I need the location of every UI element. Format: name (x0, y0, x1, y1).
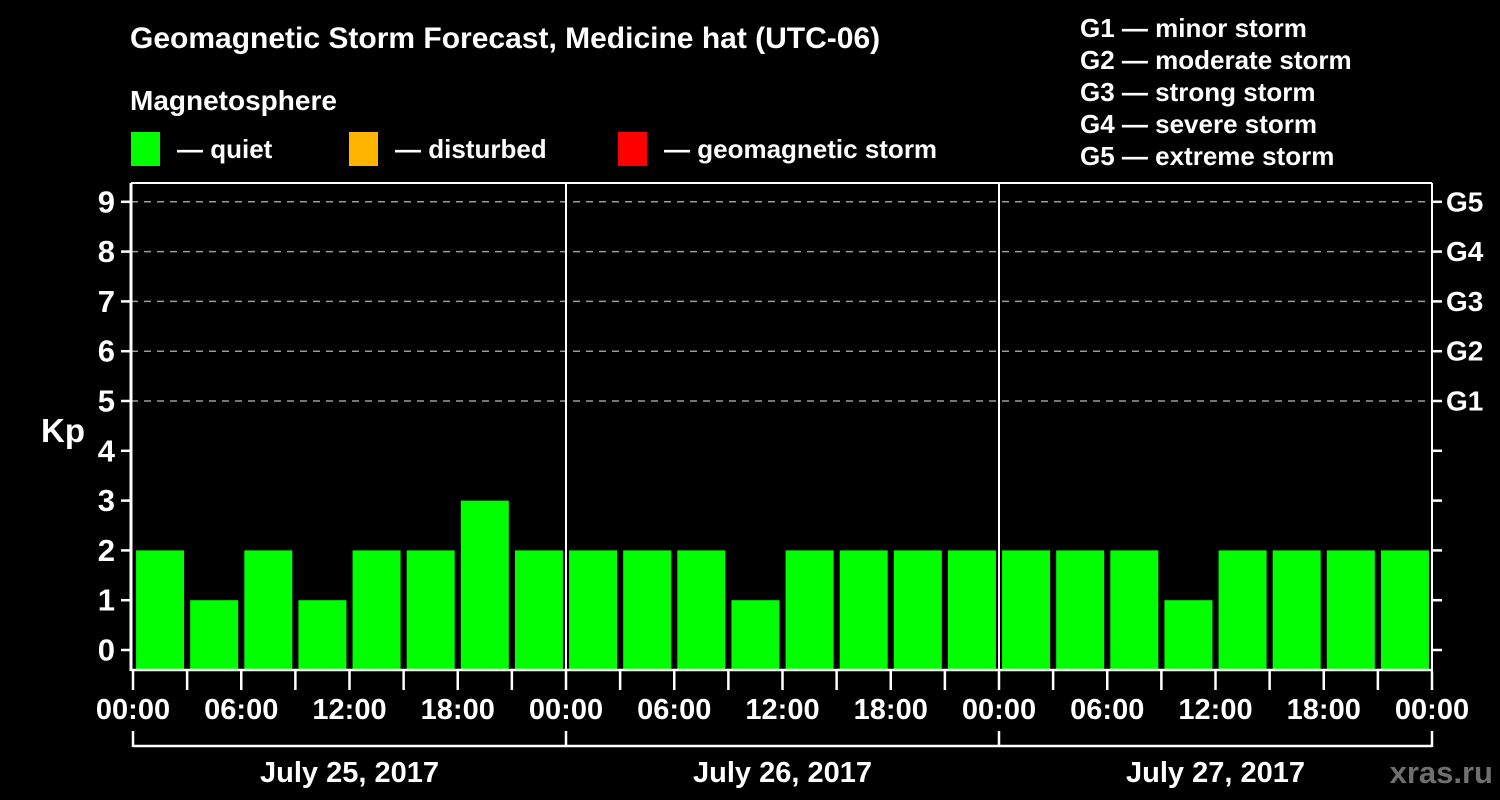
storm-scale-g4: G4 — severe storm (1080, 109, 1318, 139)
x-axis-label: 18:00 (421, 694, 495, 726)
y-axis-label: 0 (98, 633, 115, 668)
y-axis-label: 9 (98, 184, 115, 219)
storm-scale-legend: G1 — minor storm G2 — moderate storm G3 … (1080, 12, 1352, 172)
kp-bar (623, 550, 672, 669)
date-label: July 25, 2017 (260, 757, 439, 789)
kp-bar (731, 600, 780, 669)
kp-bar (1272, 550, 1321, 669)
y-axis-label: 2 (98, 533, 115, 568)
kp-bar (460, 500, 509, 669)
x-axis-label: 12:00 (312, 694, 386, 726)
legend-item-disturbed: — disturbed (349, 132, 547, 166)
kp-bar (514, 550, 563, 669)
storm-scale-g5: G5 — extreme storm (1080, 141, 1335, 171)
y-axis-label: 4 (98, 433, 116, 468)
kp-bar (785, 550, 834, 669)
legend-item-geomagnetic-storm: — geomagnetic storm (618, 132, 937, 166)
g-scale-axis-label: G4 (1446, 236, 1484, 267)
x-axis-label: 06:00 (637, 694, 711, 726)
magnetosphere-label: Magnetosphere (130, 85, 337, 116)
x-axis-label: 12:00 (1178, 694, 1252, 726)
g-scale-axis-label: G5 (1446, 186, 1483, 217)
y-axis-title: Kp (41, 412, 85, 449)
storm-scale-g3: G3 — strong storm (1080, 77, 1316, 107)
x-axis-label: 18:00 (1287, 694, 1361, 726)
legend-label-disturbed: — disturbed (395, 134, 547, 164)
kp-bar (839, 550, 888, 669)
y-axis-label: 6 (98, 334, 115, 369)
y-axis-label: 5 (98, 384, 115, 419)
date-label: July 26, 2017 (693, 757, 872, 789)
kp-bar (1110, 550, 1159, 669)
kp-bar (1380, 550, 1429, 669)
g-scale-axis-label: G3 (1446, 286, 1483, 317)
x-axis-label: 12:00 (745, 694, 819, 726)
kp-bar (244, 550, 293, 669)
x-axis-label: 00:00 (96, 694, 170, 726)
g-scale-axis-label: G2 (1446, 336, 1483, 367)
legend-label-geomagnetic-storm: — geomagnetic storm (664, 134, 938, 164)
legend-label-quiet: — quiet (177, 134, 273, 164)
kp-bar (1164, 600, 1213, 669)
storm-swatch-icon (618, 132, 647, 166)
kp-bar (1002, 550, 1051, 669)
x-axis-label: 00:00 (529, 694, 603, 726)
x-axis-label: 06:00 (1070, 694, 1144, 726)
kp-bar (298, 600, 347, 669)
magnetosphere-legend: — quiet — disturbed — geomagnetic storm (0, 132, 1500, 170)
x-axis-label: 00:00 (962, 694, 1036, 726)
kp-bar (569, 550, 618, 669)
kp-bar (190, 600, 239, 669)
date-label: July 27, 2017 (1126, 757, 1305, 789)
x-axis-label: 00:00 (1395, 694, 1469, 726)
kp-bar (136, 550, 185, 669)
storm-scale-g1: G1 — minor storm (1080, 13, 1307, 43)
page-title: Geomagnetic Storm Forecast, Medicine hat… (130, 22, 881, 55)
kp-bar (406, 550, 455, 669)
g-scale-axis-label: G1 (1446, 386, 1483, 417)
y-axis-label: 7 (98, 284, 115, 319)
y-axis-label: 3 (98, 483, 115, 518)
kp-bar (352, 550, 401, 669)
quiet-swatch-icon (131, 132, 160, 166)
y-axis-label: 1 (98, 583, 115, 618)
kp-bar (677, 550, 726, 669)
kp-bar (1056, 550, 1105, 669)
watermark-xras-ru: xras.ru (1389, 755, 1493, 790)
kp-bar (893, 550, 942, 669)
x-axis-label: 06:00 (204, 694, 278, 726)
kp-bar (947, 550, 996, 669)
kp-bar (1218, 550, 1267, 669)
kp-bar (1326, 550, 1375, 669)
y-axis-label: 8 (98, 234, 115, 269)
disturbed-swatch-icon (349, 132, 378, 166)
x-axis-label: 18:00 (854, 694, 928, 726)
legend-item-quiet: — quiet (131, 132, 272, 166)
storm-scale-g2: G2 — moderate storm (1080, 45, 1352, 75)
